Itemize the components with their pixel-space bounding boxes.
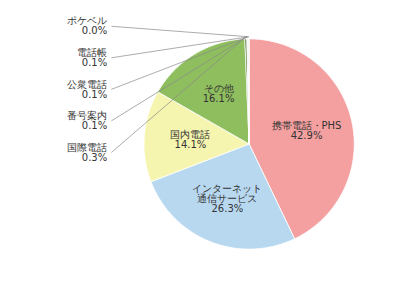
svg-text:インターネット通信サービス26.3%: インターネット通信サービス26.3% [192, 183, 262, 214]
svg-text:携帯電話・PHS42.9%: 携帯電話・PHS42.9% [272, 120, 342, 141]
svg-text:国際電話0.3%: 国際電話0.3% [67, 142, 107, 163]
svg-text:番号案内0.1%: 番号案内0.1% [67, 110, 107, 131]
svg-text:電話帳0.1%: 電話帳0.1% [77, 47, 107, 68]
svg-text:その他16.1%: その他16.1% [203, 83, 235, 104]
svg-text:公衆電話0.1%: 公衆電話0.1% [67, 79, 107, 100]
svg-text:国内電話14.1%: 国内電話14.1% [170, 129, 210, 150]
svg-text:ポケベル0.0%: ポケベル0.0% [67, 15, 107, 36]
